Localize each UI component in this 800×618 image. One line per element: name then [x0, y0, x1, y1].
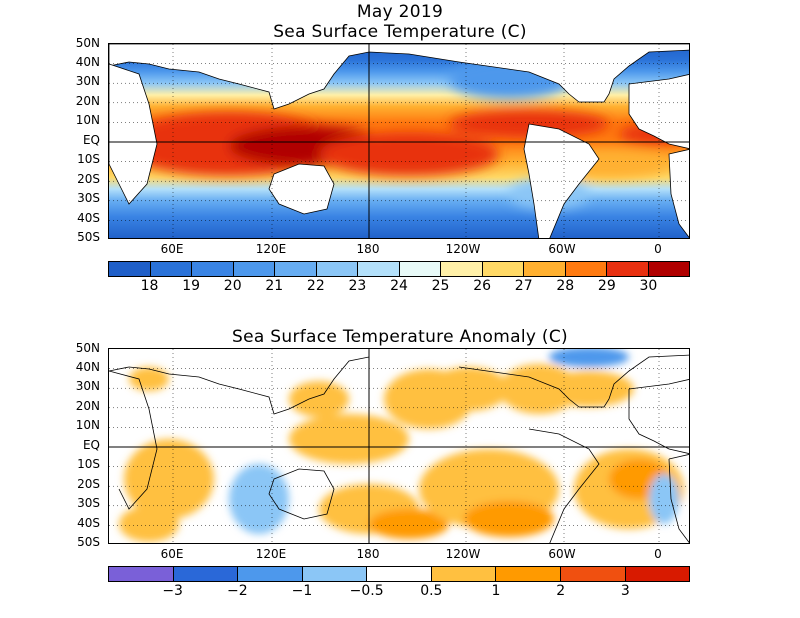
lat-label: 10N	[75, 418, 100, 432]
anomaly-gridlines	[109, 349, 689, 543]
colorbar-label: 23	[348, 278, 367, 294]
colorbar-swatch	[524, 262, 566, 276]
colorbar-label: 20	[223, 278, 242, 294]
colorbar-label: 25	[431, 278, 450, 294]
lon-label: 120E	[255, 242, 287, 256]
colorbar-swatch	[482, 262, 524, 276]
lat-label: 40S	[77, 211, 100, 225]
sst-colorbar	[108, 261, 690, 277]
colorbar-swatch	[565, 262, 607, 276]
colorbar-label: −1	[291, 583, 313, 599]
sst-gridlines	[109, 44, 689, 238]
lat-label: 50S	[77, 535, 100, 549]
month-title: May 2019	[356, 2, 444, 22]
anomaly-map	[108, 348, 690, 544]
colorbar-swatch	[173, 567, 239, 581]
colorbar-swatch	[367, 567, 432, 581]
lon-label: 120E	[255, 547, 287, 561]
sst-map	[108, 43, 690, 239]
lon-label: 0	[654, 242, 662, 256]
colorbar-label: 24	[390, 278, 408, 294]
lat-label: 30N	[75, 379, 100, 393]
colorbar-swatch	[275, 262, 317, 276]
colorbar-label: 21	[265, 278, 284, 294]
lat-label: 10N	[75, 113, 100, 127]
lat-label: 20S	[77, 172, 100, 186]
colorbar-swatch	[648, 262, 689, 276]
lat-label: 10S	[77, 457, 100, 471]
lon-label: 60W	[548, 242, 576, 256]
lat-label: 50N	[75, 341, 100, 355]
land-masses	[109, 44, 689, 238]
colorbar-label: 1	[491, 583, 501, 599]
colorbar-swatch	[358, 262, 400, 276]
sst-panel-title: Sea Surface Temperature (C)	[273, 22, 527, 42]
lat-label: 50S	[77, 230, 100, 244]
lat-label: 20N	[75, 94, 100, 108]
lon-label: 180	[356, 547, 380, 561]
lon-label: 60W	[548, 547, 576, 561]
colorbar-swatch	[150, 262, 192, 276]
colorbar-swatch	[399, 262, 441, 276]
colorbar-label: 0.5	[420, 583, 443, 599]
colorbar-swatch	[625, 567, 690, 581]
colorbar-swatch	[233, 262, 275, 276]
anomaly-colorbar	[108, 566, 690, 582]
lat-label: EQ	[82, 133, 100, 147]
colorbar-swatch	[431, 567, 497, 581]
colorbar-label: 30	[639, 278, 658, 294]
colorbar-label: 29	[597, 278, 616, 294]
colorbar-label: −0.5	[349, 583, 384, 599]
colorbar-swatch	[316, 262, 358, 276]
colorbar-swatch	[109, 262, 151, 276]
colorbar-label: 27	[514, 278, 533, 294]
lon-label: 60E	[160, 242, 184, 256]
lat-label: 30S	[77, 191, 100, 205]
lat-label: 30S	[77, 496, 100, 510]
lat-label: 40N	[75, 360, 100, 374]
colorbar-swatch	[302, 567, 368, 581]
lon-label: 60E	[160, 547, 184, 561]
anomaly-patches	[119, 349, 684, 542]
colorbar-swatch	[109, 567, 174, 581]
anomaly-panel-title: Sea Surface Temperature Anomaly (C)	[232, 327, 568, 347]
colorbar-label: 19	[182, 278, 201, 294]
lon-label: 120W	[445, 242, 481, 256]
colorbar-label: 18	[140, 278, 159, 294]
colorbar-label: 26	[473, 278, 492, 294]
lat-label: 30N	[75, 74, 100, 88]
lat-label: 40S	[77, 516, 100, 530]
lon-label: 120W	[445, 547, 481, 561]
colorbar-swatch	[192, 262, 234, 276]
lon-label: 0	[654, 547, 662, 561]
colorbar-label: 28	[556, 278, 575, 294]
lat-label: EQ	[82, 438, 100, 452]
lon-label: 180	[356, 242, 380, 256]
colorbar-label: 2	[556, 583, 566, 599]
colorbar-label: −3	[162, 583, 183, 599]
lat-label: 20N	[75, 399, 100, 413]
lat-label: 20S	[77, 477, 100, 491]
colorbar-label: 3	[620, 583, 630, 599]
colorbar-swatch	[496, 567, 561, 581]
colorbar-swatch	[560, 567, 626, 581]
colorbar-swatch	[441, 262, 483, 276]
lat-label: 40N	[75, 55, 100, 69]
coastlines	[109, 354, 689, 543]
colorbar-label: 22	[306, 278, 325, 294]
colorbar-label: −2	[227, 583, 248, 599]
colorbar-swatch	[238, 567, 303, 581]
lat-label: 50N	[75, 36, 100, 50]
lat-label: 10S	[77, 152, 100, 166]
colorbar-swatch	[607, 262, 649, 276]
